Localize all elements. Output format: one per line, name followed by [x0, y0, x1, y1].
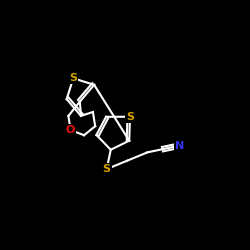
Text: S: S: [69, 73, 77, 83]
Text: N: N: [175, 140, 184, 150]
Text: S: S: [103, 164, 111, 174]
Text: O: O: [66, 125, 75, 135]
Text: O: O: [66, 125, 75, 135]
Text: S: S: [126, 112, 134, 122]
